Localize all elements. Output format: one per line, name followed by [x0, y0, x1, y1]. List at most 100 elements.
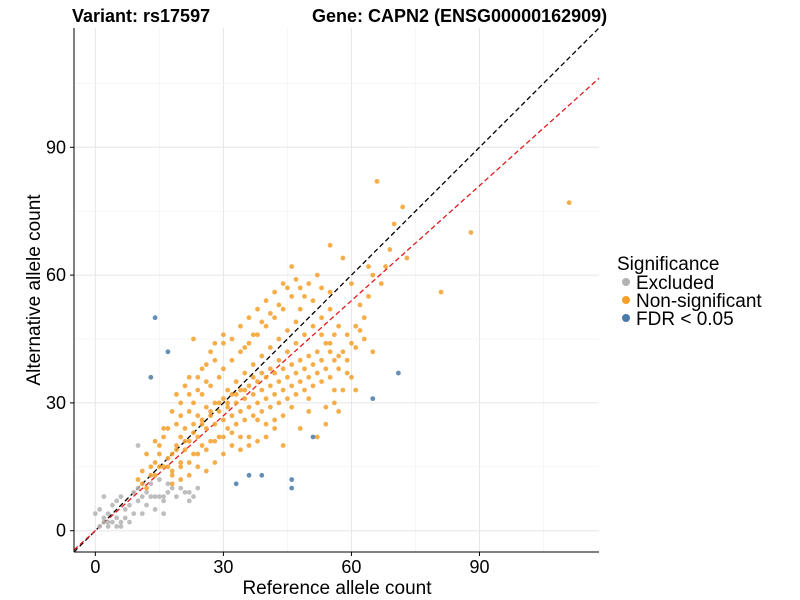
point-non-significant: [323, 340, 329, 346]
point-non-significant: [280, 281, 286, 287]
point-excluded: [122, 515, 128, 521]
point-non-significant: [297, 306, 303, 312]
point-non-significant: [144, 451, 149, 457]
point-excluded: [105, 519, 111, 525]
legend-key: [622, 278, 630, 286]
point-non-significant: [195, 374, 201, 380]
point-non-significant: [331, 400, 337, 406]
point-non-significant: [220, 396, 226, 402]
point-non-significant: [327, 349, 333, 355]
point-non-significant: [225, 426, 231, 431]
point-excluded: [161, 498, 167, 504]
point-non-significant: [203, 447, 209, 453]
point-non-significant: [349, 374, 354, 380]
point-excluded: [101, 494, 107, 500]
legend-label: Excluded: [636, 273, 714, 294]
point-non-significant: [242, 396, 248, 402]
point-non-significant: [255, 438, 260, 444]
point-non-significant: [255, 306, 260, 312]
point-non-significant: [276, 379, 282, 384]
point-excluded: [97, 506, 103, 512]
point-non-significant: [263, 323, 269, 329]
point-non-significant: [353, 345, 359, 350]
point-non-significant: [229, 413, 235, 419]
point-non-significant: [293, 319, 299, 325]
point-non-significant: [191, 400, 196, 406]
point-non-significant: [378, 281, 384, 287]
point-non-significant: [165, 455, 171, 461]
point-non-significant: [340, 349, 346, 355]
point-excluded: [118, 524, 124, 529]
point-non-significant: [220, 417, 226, 423]
point-excluded: [127, 502, 132, 508]
point-non-significant: [310, 383, 316, 389]
point-non-significant: [182, 426, 188, 431]
point-non-significant: [229, 336, 235, 342]
point-non-significant: [340, 387, 346, 393]
point-non-significant: [225, 404, 231, 410]
point-non-significant: [319, 285, 324, 291]
point-non-significant: [208, 409, 213, 414]
point-non-significant: [319, 357, 324, 363]
point-non-significant: [404, 255, 410, 261]
point-non-significant: [246, 443, 252, 448]
point-non-significant: [566, 200, 572, 206]
point-non-significant: [156, 464, 162, 470]
point-non-significant: [220, 434, 226, 440]
point-non-significant: [306, 409, 312, 414]
point-excluded: [156, 494, 162, 500]
point-non-significant: [242, 417, 248, 423]
axes: [73, 28, 599, 553]
point-non-significant: [263, 396, 269, 402]
point-non-significant: [297, 357, 303, 363]
point-fdr-0-05: [233, 481, 239, 487]
point-non-significant: [327, 306, 333, 312]
point-non-significant: [336, 353, 342, 359]
point-non-significant: [366, 264, 371, 269]
point-excluded: [169, 485, 175, 491]
point-non-significant: [250, 391, 256, 397]
point-non-significant: [357, 302, 363, 308]
point-non-significant: [174, 391, 179, 397]
point-excluded: [186, 489, 192, 495]
point-non-significant: [152, 472, 158, 478]
point-non-significant: [314, 349, 320, 355]
point-non-significant: [165, 464, 171, 470]
point-non-significant: [280, 306, 286, 312]
point-non-significant: [331, 387, 337, 393]
point-fdr-0-05: [289, 477, 295, 482]
point-non-significant: [280, 387, 286, 393]
point-non-significant: [191, 336, 196, 342]
point-non-significant: [178, 400, 184, 406]
point-non-significant: [336, 366, 342, 372]
point-non-significant: [203, 426, 209, 431]
chart-title-gene: Gene: CAPN2 (ENSG00000162909): [312, 6, 607, 26]
point-non-significant: [361, 336, 367, 342]
point-non-significant: [220, 451, 226, 457]
point-non-significant: [255, 417, 260, 423]
point-excluded: [152, 506, 158, 512]
point-non-significant: [272, 391, 278, 397]
y-tick-label: 60: [46, 265, 66, 285]
point-non-significant: [178, 477, 184, 482]
point-excluded: [195, 485, 201, 491]
y-tick-label: 90: [46, 137, 66, 157]
point-non-significant: [336, 323, 342, 329]
x-tick-label: 30: [213, 557, 233, 577]
point-non-significant: [216, 409, 222, 414]
point-non-significant: [199, 366, 205, 372]
point-non-significant: [186, 438, 192, 444]
point-non-significant: [161, 464, 167, 470]
point-non-significant: [468, 230, 474, 235]
point-non-significant: [233, 400, 239, 406]
y-tick-label: 30: [46, 393, 66, 413]
point-non-significant: [327, 289, 333, 295]
point-non-significant: [182, 447, 188, 453]
point-non-significant: [216, 434, 222, 440]
point-non-significant: [302, 366, 307, 372]
point-non-significant: [246, 404, 252, 410]
point-non-significant: [220, 366, 226, 372]
point-non-significant: [259, 353, 265, 359]
point-non-significant: [259, 387, 265, 393]
point-non-significant: [250, 374, 256, 380]
